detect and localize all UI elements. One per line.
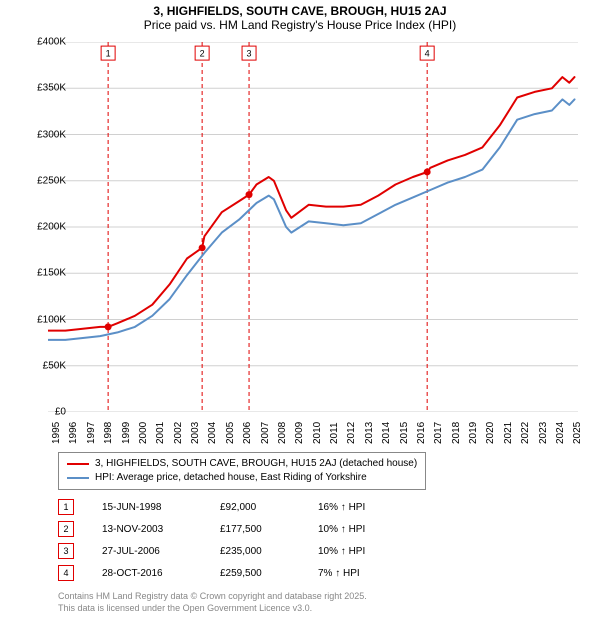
ytick-label: £0: [24, 407, 66, 418]
ytick-label: £50K: [24, 360, 66, 371]
transaction-price: £259,500: [220, 568, 290, 579]
svg-text:1: 1: [106, 49, 111, 59]
ytick-label: £350K: [24, 83, 66, 94]
transaction-marker: 1: [58, 499, 74, 515]
transaction-price: £177,500: [220, 524, 290, 535]
chart-container: 3, HIGHFIELDS, SOUTH CAVE, BROUGH, HU15 …: [0, 0, 600, 620]
transaction-delta: 16% ↑ HPI: [318, 502, 365, 513]
legend-text: 3, HIGHFIELDS, SOUTH CAVE, BROUGH, HU15 …: [95, 457, 417, 471]
transaction-row: 2 13-NOV-2003 £177,500 10% ↑ HPI: [58, 518, 365, 540]
xtick-label: 2021: [503, 422, 514, 444]
title-subtitle: Price paid vs. HM Land Registry's House …: [0, 18, 600, 32]
ytick-label: £100K: [24, 314, 66, 325]
transaction-marker: 2: [58, 521, 74, 537]
ytick-label: £300K: [24, 129, 66, 140]
xtick-label: 2003: [190, 422, 201, 444]
legend: 3, HIGHFIELDS, SOUTH CAVE, BROUGH, HU15 …: [58, 452, 426, 490]
xtick-label: 2013: [364, 422, 375, 444]
xtick-label: 2000: [138, 422, 149, 444]
xtick-label: 2015: [399, 422, 410, 444]
transaction-date: 28-OCT-2016: [102, 568, 192, 579]
xtick-label: 2025: [572, 422, 583, 444]
ytick-label: £150K: [24, 268, 66, 279]
legend-swatch: [67, 463, 89, 465]
xtick-label: 2004: [207, 422, 218, 444]
xtick-label: 2016: [416, 422, 427, 444]
transaction-delta: 10% ↑ HPI: [318, 524, 365, 535]
legend-row: HPI: Average price, detached house, East…: [67, 471, 417, 485]
xtick-label: 2009: [294, 422, 305, 444]
xtick-label: 2011: [329, 422, 340, 444]
xtick-label: 2020: [485, 422, 496, 444]
xtick-label: 2017: [433, 422, 444, 444]
xtick-label: 1998: [103, 422, 114, 444]
transaction-price: £92,000: [220, 502, 290, 513]
xtick-label: 2007: [260, 422, 271, 444]
transaction-row: 4 28-OCT-2016 £259,500 7% ↑ HPI: [58, 562, 365, 584]
transaction-delta: 7% ↑ HPI: [318, 568, 360, 579]
attribution-line2: This data is licensed under the Open Gov…: [58, 602, 367, 614]
transaction-row: 1 15-JUN-1998 £92,000 16% ↑ HPI: [58, 496, 365, 518]
xtick-label: 2024: [555, 422, 566, 444]
legend-text: HPI: Average price, detached house, East…: [95, 471, 367, 485]
transaction-marker: 4: [58, 565, 74, 581]
transaction-date: 15-JUN-1998: [102, 502, 192, 513]
xtick-label: 2022: [520, 422, 531, 444]
xtick-label: 1996: [68, 422, 79, 444]
xtick-label: 2002: [173, 422, 184, 444]
attribution: Contains HM Land Registry data © Crown c…: [58, 590, 367, 614]
transaction-row: 3 27-JUL-2006 £235,000 10% ↑ HPI: [58, 540, 365, 562]
attribution-line1: Contains HM Land Registry data © Crown c…: [58, 590, 367, 602]
xtick-label: 1997: [86, 422, 97, 444]
xtick-label: 2019: [468, 422, 479, 444]
transaction-delta: 10% ↑ HPI: [318, 546, 365, 557]
svg-text:3: 3: [247, 49, 252, 59]
chart-svg: 1 2 3 4: [48, 42, 578, 412]
transaction-date: 13-NOV-2003: [102, 524, 192, 535]
ytick-label: £200K: [24, 222, 66, 233]
xtick-label: 2006: [242, 422, 253, 444]
xtick-label: 2023: [538, 422, 549, 444]
xtick-label: 2001: [155, 422, 166, 444]
chart-area: 1 2 3 4: [48, 42, 578, 412]
xtick-label: 2012: [346, 422, 357, 444]
transaction-date: 27-JUL-2006: [102, 546, 192, 557]
svg-text:2: 2: [200, 49, 205, 59]
transaction-price: £235,000: [220, 546, 290, 557]
title-block: 3, HIGHFIELDS, SOUTH CAVE, BROUGH, HU15 …: [0, 0, 600, 32]
legend-swatch: [67, 477, 89, 479]
xtick-label: 1999: [121, 422, 132, 444]
title-address: 3, HIGHFIELDS, SOUTH CAVE, BROUGH, HU15 …: [0, 4, 600, 18]
legend-row: 3, HIGHFIELDS, SOUTH CAVE, BROUGH, HU15 …: [67, 457, 417, 471]
transaction-marker: 3: [58, 543, 74, 559]
ytick-label: £400K: [24, 37, 66, 48]
xtick-label: 2018: [451, 422, 462, 444]
xtick-label: 2008: [277, 422, 288, 444]
ytick-label: £250K: [24, 175, 66, 186]
xtick-label: 2010: [312, 422, 323, 444]
svg-text:4: 4: [425, 49, 430, 59]
transactions-table: 1 15-JUN-1998 £92,000 16% ↑ HPI 2 13-NOV-2003…: [58, 496, 365, 584]
xtick-label: 2005: [225, 422, 236, 444]
xtick-label: 1995: [51, 422, 62, 444]
xtick-label: 2014: [381, 422, 392, 444]
